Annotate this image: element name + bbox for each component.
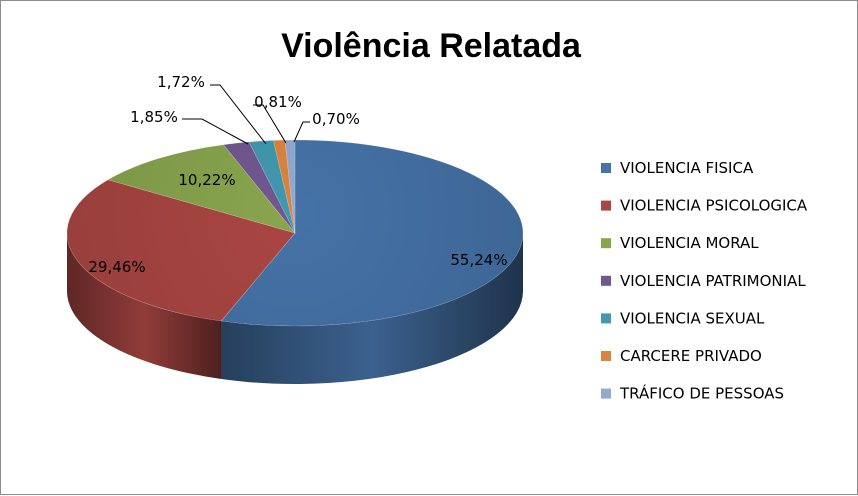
legend-swatch-4 (601, 313, 611, 324)
leader-line-0 (182, 118, 249, 145)
leader-line-1 (210, 84, 267, 145)
legend-item: TRÁFICO DE PESSOAS (601, 384, 784, 403)
legend-swatch-3 (601, 275, 611, 286)
legend-item: VIOLENCIA SEXUAL (601, 309, 765, 327)
pie-side-0 (221, 233, 523, 385)
legend-swatch-0 (601, 163, 611, 173)
legend-item: CARCERE PRIVADO (601, 347, 762, 365)
pie-slices (66, 139, 524, 327)
data-label-0: 55,24% (450, 251, 507, 269)
pie-slice-5 (273, 139, 296, 234)
legend-label-2: VIOLENCIA MORAL (620, 234, 759, 252)
pie-slice-0 (220, 139, 524, 327)
legend-label-0: VIOLENCIA FISICA (620, 159, 754, 177)
legend-item: VIOLENCIA MORAL (601, 234, 759, 252)
legend-label-3: VIOLENCIA PATRIMONIAL (620, 272, 806, 290)
pie-slice-2 (107, 144, 296, 234)
legend-item: VIOLENCIA FISICA (601, 159, 754, 177)
legend-swatch-5 (601, 351, 611, 361)
pie-side-walls (67, 233, 523, 385)
data-label-2: 10,22% (178, 171, 235, 189)
leader-lines (182, 84, 310, 145)
legend-label-4: VIOLENCIA SEXUAL (620, 309, 765, 327)
leader-line-3 (293, 121, 310, 143)
legend-label-6: TRÁFICO DE PESSOAS (619, 384, 784, 403)
legend-swatch-1 (601, 200, 611, 211)
legend: VIOLENCIA FISICA VIOLENCIA PSICOLOGICA VIO… (601, 159, 808, 403)
data-label-5: 0,81% (254, 93, 302, 111)
legend-label-5: CARCERE PRIVADO (620, 347, 762, 365)
data-labels: 55,24% 29,46% 10,22% 1,85% 1,72% 0,81% 0,70% (88, 73, 507, 276)
pie-slice-4 (248, 140, 296, 234)
pie-slice-3 (222, 141, 296, 234)
chart-title: Violência Relatada (281, 27, 582, 65)
legend-item: VIOLENCIA PATRIMONIAL (601, 272, 806, 290)
legend-item: VIOLENCIA PSICOLOGICA (601, 197, 808, 215)
leader-line-2 (253, 104, 287, 144)
data-label-6: 0,70% (312, 110, 360, 128)
data-label-1: 29,46% (88, 258, 145, 276)
data-label-4: 1,72% (157, 73, 205, 91)
pie-side-1 (67, 233, 222, 380)
data-label-3: 1,85% (130, 108, 178, 126)
pie-slice-1 (66, 179, 296, 322)
legend-label-1: VIOLENCIA PSICOLOGICA (620, 197, 808, 215)
legend-swatch-6 (601, 388, 611, 399)
legend-swatch-2 (601, 238, 611, 249)
